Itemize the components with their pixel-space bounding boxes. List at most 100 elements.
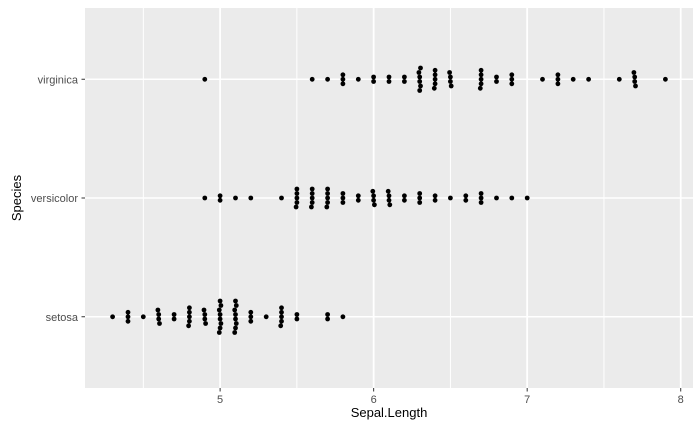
data-point [232,307,238,313]
data-point [509,76,515,82]
data-point [631,70,637,75]
data-point [294,200,300,205]
data-point [417,191,423,196]
y-tick-label: setosa [46,312,79,324]
data-point [478,76,484,82]
data-point [279,314,284,320]
data-point [431,85,437,91]
data-point [478,81,484,87]
data-point [217,316,223,322]
data-point [202,195,208,201]
data-point [478,67,484,73]
data-point [294,312,300,317]
data-point [418,83,423,89]
data-point [340,191,346,196]
data-point [217,298,223,304]
data-point [156,316,162,322]
data-point [279,305,284,311]
data-point [340,81,346,87]
data-point [279,309,284,315]
data-point [278,323,284,329]
data-point [448,83,454,89]
data-point [201,307,207,313]
data-point [432,67,438,73]
data-point [494,74,499,80]
data-point [233,195,238,201]
data-point [432,76,438,82]
x-tick-label: 6 [371,394,377,406]
data-point [309,200,315,205]
data-point [125,309,131,315]
data-point [355,197,361,203]
data-point [186,323,192,329]
data-point [555,72,561,78]
data-point [432,72,438,78]
data-point [663,76,668,82]
data-point [447,70,452,75]
data-point [417,79,423,84]
data-point [586,76,591,82]
data-point [157,321,162,326]
data-point [387,202,393,208]
data-point [187,305,192,311]
data-point [232,330,238,335]
x-tick-label: 7 [524,394,530,406]
data-point [355,76,361,82]
data-point [202,316,208,322]
x-tick-label: 8 [678,394,684,406]
data-point [417,74,423,80]
data-point [509,81,515,87]
data-point [248,195,254,201]
data-point [416,70,422,75]
data-point [371,74,376,80]
data-point [218,303,224,308]
data-point [187,309,192,315]
data-point [632,74,638,80]
data-point [463,193,469,199]
data-point [402,79,407,84]
data-point [370,188,376,194]
data-point [448,74,453,80]
data-point [463,197,469,203]
data-point [110,314,115,320]
data-point [417,88,423,93]
y-axis-title: Species [9,174,24,221]
data-point [325,186,330,192]
data-point [294,316,300,322]
data-point [309,191,315,196]
data-point [309,204,314,210]
data-point [233,303,239,308]
data-point [125,314,131,320]
data-point [417,195,423,201]
data-point [371,197,376,203]
data-point [233,321,239,326]
data-point [217,325,223,331]
data-point [325,312,330,317]
y-tick-label: virginica [38,74,79,86]
data-point [217,193,223,199]
data-point [263,314,269,320]
data-point [325,76,330,82]
data-point [478,72,484,78]
data-point [432,197,438,203]
data-point [202,76,208,82]
data-point [478,191,484,196]
data-point [402,193,407,199]
data-point [418,65,423,71]
data-point [171,312,177,317]
data-point [633,83,638,89]
data-point [509,195,515,201]
data-point [386,79,392,84]
data-point [140,314,146,320]
data-point [324,204,330,210]
data-point [233,298,238,304]
data-point [203,321,209,326]
data-point [294,186,300,192]
data-point [448,195,453,201]
data-point [217,197,223,203]
data-point [155,307,161,313]
data-point [233,312,238,317]
data-point [216,330,222,335]
